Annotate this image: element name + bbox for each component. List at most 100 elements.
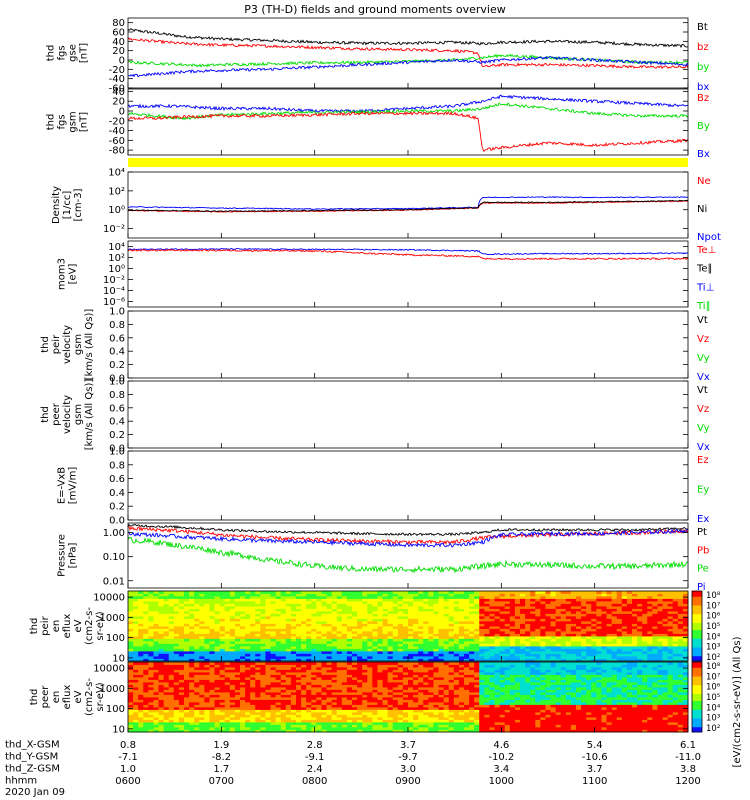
spectrogram-cell [168,712,175,715]
spectrogram-cell [489,603,495,607]
spectrogram-cell [219,631,226,634]
spectrogram-cell [311,689,317,693]
spectrogram-cell [224,719,231,723]
spectrogram-cell [245,669,251,673]
spectrogram-cell [133,628,139,632]
spectrogram-cell [224,707,231,710]
spectrogram-cell [611,658,618,662]
spectrogram-cell [657,641,663,644]
spectrogram-cell [128,727,134,730]
spectrogram-cell [540,621,546,624]
spectrogram-cell [616,621,623,624]
spectrogram-cell [520,606,526,609]
spectrogram-cell [194,636,200,639]
spectrogram-cell [402,707,409,710]
spectrogram-cell [550,623,557,627]
spectrogram-cell [321,684,327,688]
spectrogram-cell [255,638,261,642]
spectrogram-cell [581,606,587,609]
spectrogram-cell [479,611,485,614]
spectrogram-cell [173,702,180,705]
spectrogram-cell [301,596,307,599]
spectrogram-cell [214,651,221,654]
spectrogram-cell [250,702,256,705]
spectrogram-cell [326,598,333,602]
colorbar-step [692,605,702,608]
spectrogram-cell [245,603,251,607]
spectrogram-cell [377,712,383,715]
colorbar-step [692,659,702,662]
spectrogram-cell [331,648,338,652]
spectrogram-cell [250,672,256,675]
spectrogram-cell [372,722,378,725]
spectrogram-cell [184,611,190,614]
spectrogram-cell [433,611,439,614]
spectrogram-cell [408,591,414,594]
spectrogram-cell [158,724,165,728]
spectrogram-cell [184,603,190,607]
panel-frame [127,171,689,239]
spectrogram-cell [616,636,623,639]
spectrogram-cell [509,621,516,624]
spectrogram-cell [214,712,221,715]
spectrogram-cell [642,601,648,604]
spectrogram-cell [265,689,271,693]
spectrogram-cell [352,616,358,619]
spectrogram-cell [280,591,287,594]
spectrogram-cell [296,611,302,614]
spectrogram-cell [219,714,226,718]
spectrogram-cell [392,591,399,594]
legend-entry: Npot [697,232,721,243]
spectrogram-cell [306,626,312,629]
spectrogram-cell [346,672,353,675]
spectrogram-cell [178,664,185,668]
spectrogram-cell [509,646,516,649]
spectrogram-cell [469,656,475,659]
spectrogram-cell [438,621,445,624]
spectrogram-cell [367,598,373,602]
spectrogram-cell [128,692,134,695]
spectrogram-cell [397,646,404,649]
spectrogram-cell [621,658,628,662]
spectrogram-cell [489,631,495,634]
spectrogram-cell [245,719,251,723]
spectrogram-cell [224,658,231,662]
spectrogram-cell [199,664,205,668]
spectrogram-cell [240,616,246,619]
spectrogram-cell [128,598,134,602]
y-tick-label: 0.8 [109,320,125,331]
spectrogram-cell [372,684,378,688]
spectrogram-cell [153,699,159,703]
spectrogram-cell [229,729,236,733]
spectrogram-cell [285,687,292,690]
y-tick-label: 20 [112,46,125,57]
spectrogram-cell [341,593,348,597]
colorbar-tick-label: 10⁸ [706,591,721,601]
spectrogram-cell [428,638,434,642]
spectrogram-cell [443,628,450,632]
spectrogram-cell [550,638,557,642]
spectrogram-cell [367,717,373,720]
spectrogram-cell [270,682,277,685]
spectrogram-cell [642,641,648,644]
spectrogram-cell [667,651,674,654]
spectrogram-cell [250,714,256,718]
spectrogram-cell [296,656,302,659]
spectrogram-cell [367,653,373,657]
spectrogram-cell [275,656,282,659]
spectrogram-cell [153,704,159,708]
spectrogram-cell [270,684,277,688]
spectrogram-cell [331,682,338,685]
spectrogram-cell [138,608,144,612]
spectrogram-cell [306,719,312,723]
spectrogram-cell [581,593,587,597]
spectrogram-cell [128,631,134,634]
spectrogram-cell [296,694,302,698]
spectrogram-cell [591,593,597,597]
spectrogram-cell [331,709,338,713]
spectrogram-cell [255,623,261,627]
spectrogram-cell [178,638,185,642]
spectrogram-cell [448,658,455,662]
spectrogram-cell [290,722,297,725]
spectrogram-cell [311,648,317,652]
